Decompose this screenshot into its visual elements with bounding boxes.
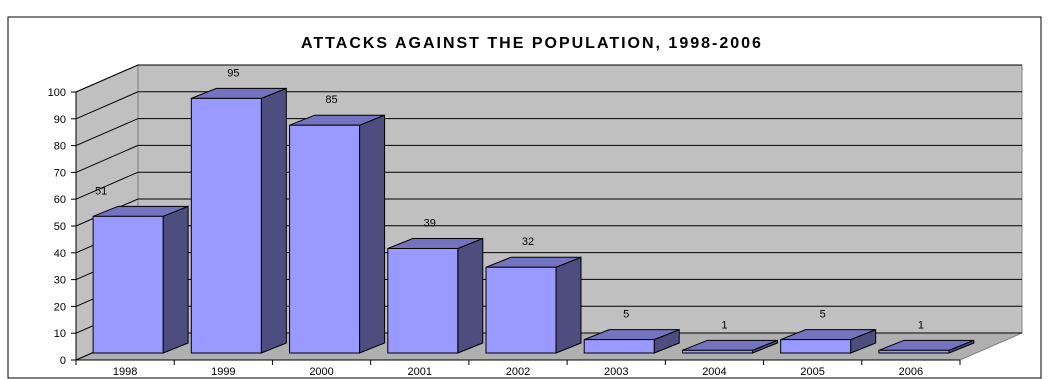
x-axis-ticks: 1998 1999 2000 2001 2002 2003 2004 2005 2006 (75, 360, 961, 378)
data-label: 39 (424, 217, 436, 229)
x-tick-label: 2004 (702, 366, 726, 378)
data-label: 95 (227, 67, 239, 79)
y-tick-label: 90 (54, 114, 66, 126)
x-tick-label: 1999 (211, 366, 235, 378)
bar-2003 (583, 328, 680, 354)
bar-side (359, 114, 386, 354)
bar-2005 (780, 328, 877, 354)
data-label: 5 (623, 309, 629, 321)
bar-2001 (387, 237, 484, 354)
gridline (75, 118, 1022, 147)
x-tick-label: 2002 (506, 366, 530, 378)
x-tick-label: 2005 (800, 366, 824, 378)
bar-1999 (190, 87, 287, 354)
data-label: 51 (95, 185, 107, 197)
y-tick-label: 20 (54, 301, 66, 313)
x-tick-label: 2001 (408, 366, 432, 378)
data-label: 5 (820, 309, 826, 321)
x-tick-label: 2000 (309, 366, 333, 378)
x-tick-label: 2003 (604, 366, 628, 378)
bar-side (260, 87, 287, 354)
y-tick-label: 80 (54, 141, 66, 153)
bar-front (485, 266, 557, 354)
bar-2000 (289, 114, 386, 354)
data-label: 85 (325, 94, 337, 106)
y-tick-label: 10 (54, 328, 66, 340)
gridline (75, 144, 1022, 173)
y-axis-ticks: 0 10 20 30 40 50 60 70 80 90 100 (48, 87, 76, 367)
bar-1998 (92, 205, 189, 354)
data-label: 1 (918, 319, 924, 331)
bar-2004 (681, 339, 778, 354)
y-tick-label: 40 (54, 248, 66, 260)
y-tick-label: 60 (54, 194, 66, 206)
bar-front (289, 124, 361, 354)
bar-front (681, 349, 753, 354)
bar-front (878, 349, 950, 354)
bar-front (190, 97, 262, 354)
y-tick-label: 50 (54, 221, 66, 233)
bar-front (780, 339, 852, 354)
bar-side (555, 256, 582, 354)
bars (92, 87, 975, 354)
bar-front (583, 339, 655, 354)
bar-2002 (485, 256, 582, 354)
bar-side (162, 205, 189, 354)
y-tick-label: 30 (54, 275, 66, 287)
gridline (75, 64, 1022, 93)
y-tick-label: 0 (60, 355, 66, 367)
bar-side (457, 237, 484, 354)
data-label: 32 (522, 236, 534, 248)
bar-2006 (878, 339, 975, 354)
bar-front (387, 247, 459, 354)
gridline (75, 91, 1022, 120)
chart-title: ATTACKS AGAINST THE POPULATION, 1998-200… (301, 35, 763, 52)
x-tick-label: 2006 (899, 366, 923, 378)
x-tick-label: 1998 (113, 366, 137, 378)
bar-front (92, 215, 164, 354)
y-tick-label: 100 (48, 87, 66, 99)
gridline (75, 171, 1022, 200)
data-label: 1 (721, 319, 727, 331)
y-tick-label: 70 (54, 167, 66, 179)
